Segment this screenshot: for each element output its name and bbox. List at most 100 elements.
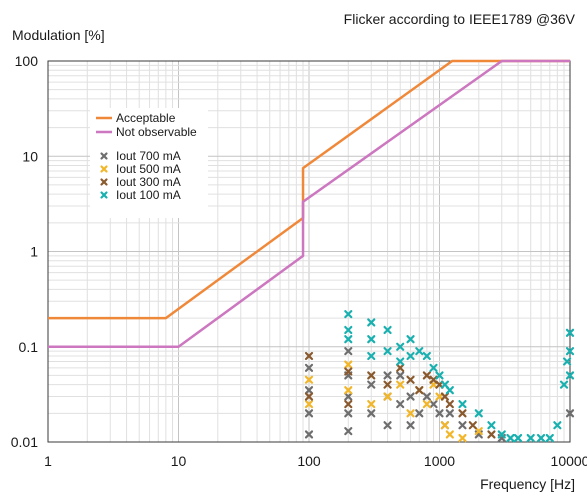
series-iout-700-ma — [304, 347, 575, 443]
legend-swatch — [100, 165, 108, 173]
legend-swatch — [100, 152, 108, 160]
data-point — [406, 351, 415, 361]
data-point — [367, 380, 376, 389]
data-point — [565, 371, 575, 380]
data-point — [344, 399, 353, 409]
series — [48, 59, 575, 443]
data-point — [487, 421, 496, 430]
data-point — [396, 371, 405, 380]
data-point — [406, 335, 415, 344]
data-point — [383, 380, 392, 389]
data-point — [304, 375, 314, 384]
data-point — [344, 325, 353, 335]
line-not-observable — [48, 59, 570, 348]
x-tick-label: 10000 — [551, 453, 587, 469]
data-point — [344, 427, 353, 436]
data-point — [435, 371, 444, 380]
data-point — [458, 433, 467, 443]
y-tick-label: 0.1 — [19, 339, 39, 355]
data-point — [445, 430, 454, 439]
y-tick-label: 0.01 — [11, 434, 38, 450]
data-point — [429, 363, 438, 372]
x-tick-label: 100 — [297, 453, 321, 469]
data-point — [415, 386, 424, 395]
data-point — [383, 347, 392, 356]
data-point — [304, 392, 314, 401]
x-tick-label: 10 — [171, 453, 187, 469]
data-point — [422, 392, 431, 401]
data-point — [304, 351, 314, 361]
data-point — [396, 357, 405, 366]
data-point — [565, 328, 575, 337]
axis-ticks: 1 10 100 1000 10000 0.01 0.1 1 10 100 — [11, 53, 587, 469]
data-point — [367, 409, 376, 418]
legend-swatch — [100, 191, 108, 199]
data-point — [474, 409, 483, 418]
data-point — [445, 386, 454, 395]
data-point — [440, 421, 450, 430]
series-iout-300-ma — [304, 351, 496, 439]
y-axis-label: Modulation [%] — [12, 27, 105, 43]
legend-label: Acceptable — [116, 111, 176, 125]
data-point — [458, 399, 467, 409]
data-point — [553, 421, 562, 430]
y-tick-label: 10 — [22, 148, 38, 164]
data-point — [304, 399, 314, 409]
data-point — [435, 409, 444, 418]
data-point — [415, 409, 424, 418]
data-point — [367, 351, 376, 361]
data-point — [458, 409, 467, 418]
data-point — [396, 380, 405, 389]
legend-label: Iout 100 mA — [116, 188, 181, 202]
data-point — [422, 351, 431, 361]
data-point — [406, 421, 415, 430]
data-point — [440, 392, 450, 401]
data-point — [406, 375, 415, 384]
data-point — [429, 399, 438, 409]
legend-label: Iout 700 mA — [116, 149, 181, 163]
legend-swatch — [100, 178, 108, 186]
data-point — [559, 380, 569, 389]
data-point — [422, 399, 431, 409]
legend-label: Not observable — [116, 125, 197, 139]
data-point — [458, 421, 467, 430]
data-point — [367, 371, 376, 380]
data-point — [383, 421, 392, 430]
data-point — [344, 360, 353, 369]
legend-label: Iout 500 mA — [116, 162, 181, 176]
data-point — [304, 363, 314, 372]
data-point — [474, 427, 483, 436]
data-point — [396, 399, 405, 409]
data-point — [545, 433, 554, 443]
data-point — [344, 367, 353, 376]
data-point — [422, 371, 431, 380]
data-point — [344, 347, 353, 356]
series-iout-500-ma — [304, 360, 483, 443]
x-tick-label: 1 — [44, 453, 52, 469]
data-point — [344, 392, 353, 401]
data-point — [344, 335, 353, 344]
data-point — [304, 386, 314, 395]
data-point — [536, 433, 546, 443]
data-point — [562, 357, 572, 366]
data-point — [367, 399, 376, 409]
data-point — [406, 409, 415, 418]
data-point — [304, 409, 314, 418]
line-acceptable — [48, 59, 570, 320]
x-tick-label: 1000 — [424, 453, 455, 469]
legend-box — [90, 108, 208, 218]
data-point — [344, 409, 353, 418]
data-point — [383, 371, 392, 380]
data-point — [344, 310, 353, 319]
data-point — [565, 347, 575, 356]
data-point — [383, 392, 392, 401]
y-tick-label: 100 — [15, 53, 39, 69]
data-point — [406, 392, 415, 401]
data-point — [396, 363, 405, 372]
data-point — [565, 409, 575, 418]
data-point — [513, 433, 523, 443]
data-point — [468, 421, 477, 430]
data-point — [497, 430, 506, 439]
